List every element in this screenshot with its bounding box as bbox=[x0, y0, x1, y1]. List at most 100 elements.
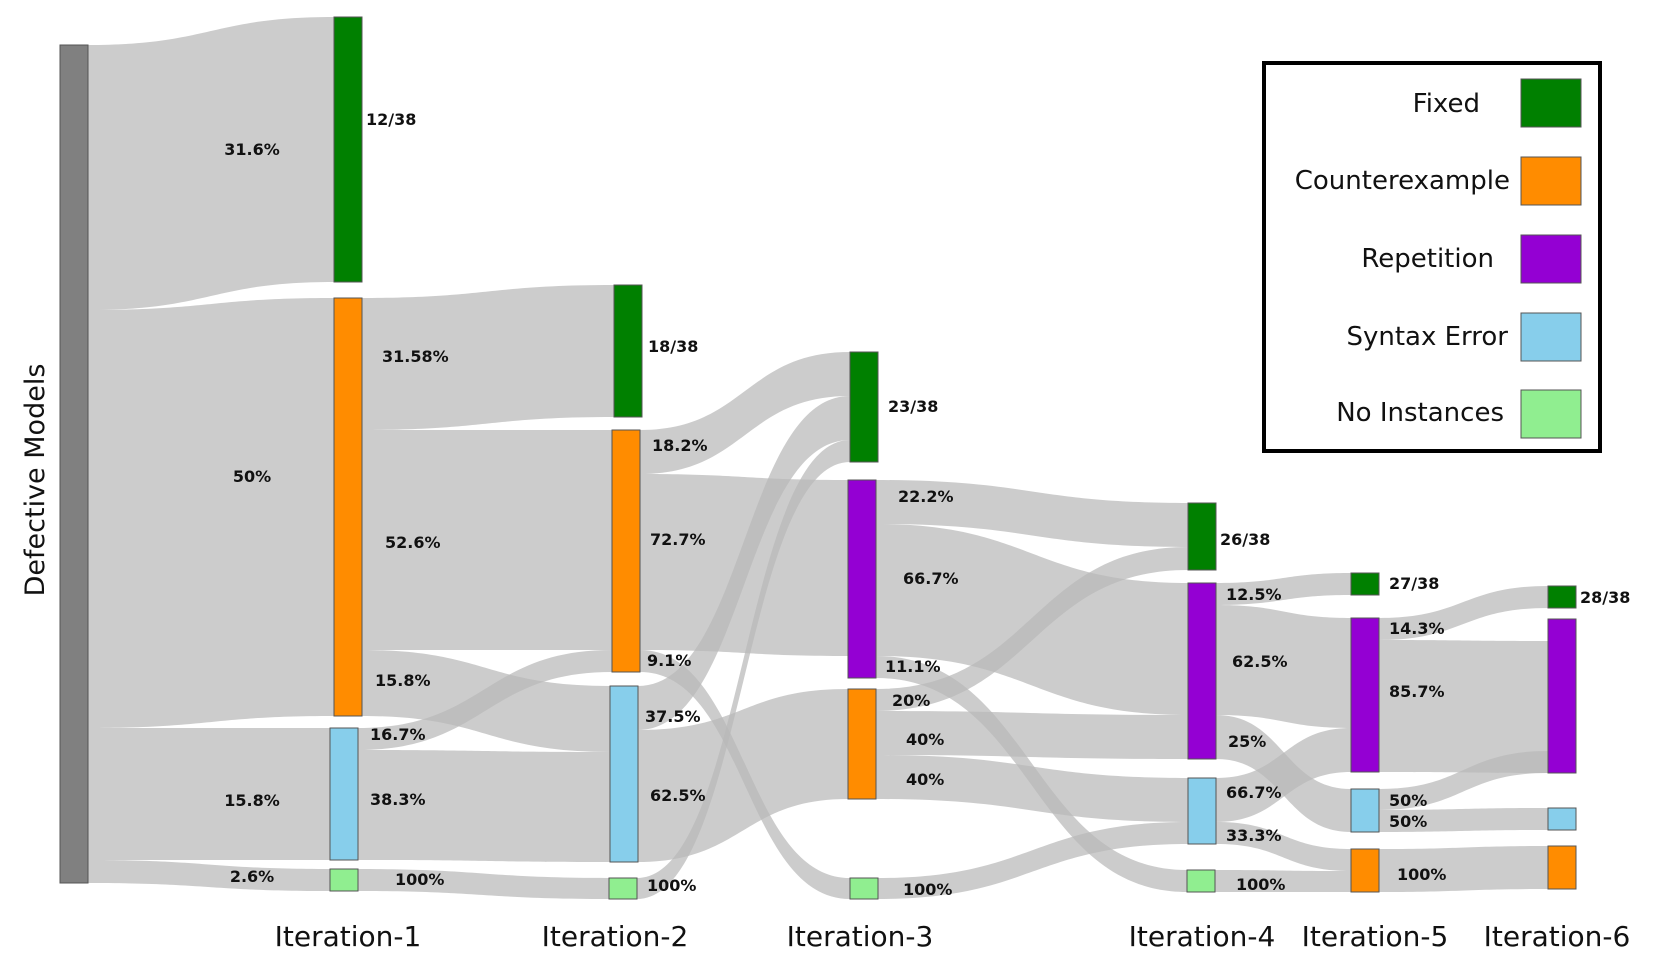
flow-i2_noinst-to-i3_fixed bbox=[637, 440, 850, 899]
node-label-i6-fixed: 28/38 bbox=[1580, 588, 1630, 607]
node-i6-syntax bbox=[1547, 807, 1577, 831]
flow-src-to-i1_noinst bbox=[88, 860, 330, 891]
flow-label-i4r-syntax: 25% bbox=[1228, 732, 1266, 751]
flow-label-i2c-noinst: 9.1% bbox=[647, 651, 691, 670]
node-i2-fixed bbox=[613, 284, 643, 418]
flow-i4_noinst-to-i5_counter bbox=[1215, 870, 1351, 892]
legend-swatch-fixed bbox=[1520, 78, 1582, 128]
flow-label-i5c-counter: 100% bbox=[1397, 865, 1446, 884]
flow-i5_rep-to-i6_rep bbox=[1379, 640, 1548, 773]
node-label-i4-fixed: 26/38 bbox=[1220, 530, 1270, 549]
flow-i2_syntax-to-i3_counter bbox=[638, 689, 848, 862]
flow-i2_counter-to-i3_fixed bbox=[640, 352, 850, 474]
flow-i5_syntax-to-i6_syntax bbox=[1379, 808, 1548, 832]
node-label-i2-fixed: 18/38 bbox=[648, 337, 698, 356]
nodes-layer bbox=[59, 16, 1577, 900]
flow-i4_syntax-to-i5_rep bbox=[1216, 728, 1351, 822]
legend-label-no-instances: No Instances bbox=[1336, 398, 1504, 428]
flow-label-i3c-syntax: 40% bbox=[906, 770, 944, 789]
node-i6-counter bbox=[1547, 845, 1577, 890]
flow-label-src-counter: 50% bbox=[233, 467, 271, 486]
flow-src-to-i1_syntax bbox=[88, 728, 330, 860]
flow-i1_counter-to-i2_fixed bbox=[362, 285, 614, 430]
flow-label-i5r-fixed: 14.3% bbox=[1389, 619, 1445, 638]
legend-label-fixed: Fixed bbox=[1413, 89, 1480, 119]
node-i1-noinst bbox=[329, 868, 359, 892]
flow-i5_syntax-to-i6_rep bbox=[1379, 751, 1548, 810]
iteration-label-6: Iteration-6 bbox=[1484, 920, 1631, 953]
flow-label-i1c-counter: 52.6% bbox=[385, 533, 441, 552]
legend-label-repetition: Repetition bbox=[1361, 244, 1494, 274]
node-i6-rep bbox=[1547, 618, 1577, 774]
node-i1-syntax bbox=[329, 727, 359, 861]
flow-label-i4r-fixed: 12.5% bbox=[1226, 585, 1282, 604]
flow-label-i3c-rep: 40% bbox=[906, 730, 944, 749]
node-i5-rep bbox=[1350, 617, 1380, 773]
legend-swatch-counterexample bbox=[1520, 156, 1582, 206]
flow-label-i4s-counter: 33.3% bbox=[1226, 826, 1282, 845]
iteration-label-3: Iteration-3 bbox=[787, 920, 934, 953]
flow-label-i3n-counter: 100% bbox=[903, 880, 952, 899]
iteration-axis: Iteration-1 Iteration-2 Iteration-3 Iter… bbox=[275, 920, 1631, 953]
flow-label-i1c-syntax: 15.8% bbox=[375, 671, 431, 690]
iteration-label-1: Iteration-1 bbox=[275, 920, 422, 953]
flow-label-i1s-counter: 16.7% bbox=[370, 725, 426, 744]
flow-src-to-i1_counter bbox=[88, 298, 334, 728]
flow-label-i2n-fixed: 100% bbox=[647, 876, 696, 895]
node-i1-counter bbox=[333, 297, 363, 717]
node-i1-fixed bbox=[333, 16, 363, 283]
flow-i2_syntax-to-i3_fixed bbox=[638, 396, 850, 730]
iteration-label-2: Iteration-2 bbox=[542, 920, 689, 953]
node-i3-noinst bbox=[849, 877, 879, 900]
flow-i1_counter-to-i2_counter bbox=[362, 430, 612, 650]
flow-label-i3c-fixed: 20% bbox=[892, 691, 930, 710]
node-i3-counter bbox=[847, 688, 877, 800]
node-i3-fixed bbox=[849, 351, 879, 463]
node-label-i1-fixed: 12/38 bbox=[366, 110, 416, 129]
flow-label-i3r-noinst: 11.1% bbox=[885, 657, 941, 676]
flow-label-i5r-rep: 85.7% bbox=[1389, 682, 1445, 701]
legend-swatch-repetition bbox=[1520, 234, 1582, 284]
flow-i4_rep-to-i5_rep bbox=[1216, 605, 1351, 728]
node-i5-fixed bbox=[1350, 572, 1380, 596]
flow-label-src-noinst: 2.6% bbox=[230, 867, 274, 886]
flow-i1_syntax-to-i2_counter bbox=[358, 650, 612, 750]
node-src bbox=[59, 44, 89, 884]
legend: Fixed Counterexample Repetition Syntax E… bbox=[1262, 61, 1602, 453]
flow-i3_counter-to-i4_syntax bbox=[876, 755, 1188, 822]
flow-i3_noinst-to-i4_syntax bbox=[878, 822, 1188, 899]
node-label-i3-fixed: 23/38 bbox=[888, 397, 938, 416]
labels-layer: 31.6% 50% 15.8% 2.6% 31.58% 52.6% 15.8% 16.7% 38… bbox=[224, 110, 1630, 899]
flow-label-i1s-syntax: 38.3% bbox=[370, 790, 426, 809]
flow-i5_counter-to-i6_counter bbox=[1379, 846, 1548, 892]
node-i4-rep bbox=[1187, 582, 1217, 760]
source-label: Defective Models bbox=[20, 364, 51, 597]
flow-label-i4r-rep: 62.5% bbox=[1232, 652, 1288, 671]
flow-src-to-i1_fixed bbox=[88, 17, 334, 310]
flow-i3_counter-to-i4_rep bbox=[876, 711, 1188, 759]
flow-label-i3r-fixed: 22.2% bbox=[898, 487, 954, 506]
node-i2-noinst bbox=[608, 877, 638, 900]
node-i6-fixed bbox=[1547, 585, 1577, 609]
flow-label-i4s-rep: 66.7% bbox=[1226, 783, 1282, 802]
flow-label-i4n-syntax: 100% bbox=[1236, 875, 1285, 894]
node-i5-counter bbox=[1350, 848, 1380, 893]
flow-label-i5s-syntax: 50% bbox=[1389, 791, 1427, 810]
flow-label-i1c-fixed: 31.58% bbox=[382, 347, 449, 366]
node-i4-syntax bbox=[1187, 777, 1217, 845]
flow-label-i1n-noinst: 100% bbox=[395, 870, 444, 889]
flow-label-i5s-counter: 50% bbox=[1389, 812, 1427, 831]
flow-label-i2c-fixed: 18.2% bbox=[652, 436, 708, 455]
legend-label-syntax-error: Syntax Error bbox=[1346, 322, 1508, 352]
flow-i4_syntax-to-i5_counter bbox=[1216, 822, 1351, 871]
node-label-i5-fixed: 27/38 bbox=[1389, 574, 1439, 593]
node-i2-syntax bbox=[609, 685, 639, 863]
legend-swatch-syntax-error bbox=[1520, 312, 1582, 362]
flow-label-src-fixed: 31.6% bbox=[224, 140, 280, 159]
flow-i3_counter-to-i4_fixed bbox=[876, 547, 1188, 711]
flow-i3_rep-to-i4_fixed bbox=[876, 480, 1188, 547]
flow-i5_rep-to-i6_fixed bbox=[1379, 586, 1548, 640]
node-i2-counter bbox=[611, 429, 641, 673]
node-i3-rep bbox=[847, 479, 877, 679]
